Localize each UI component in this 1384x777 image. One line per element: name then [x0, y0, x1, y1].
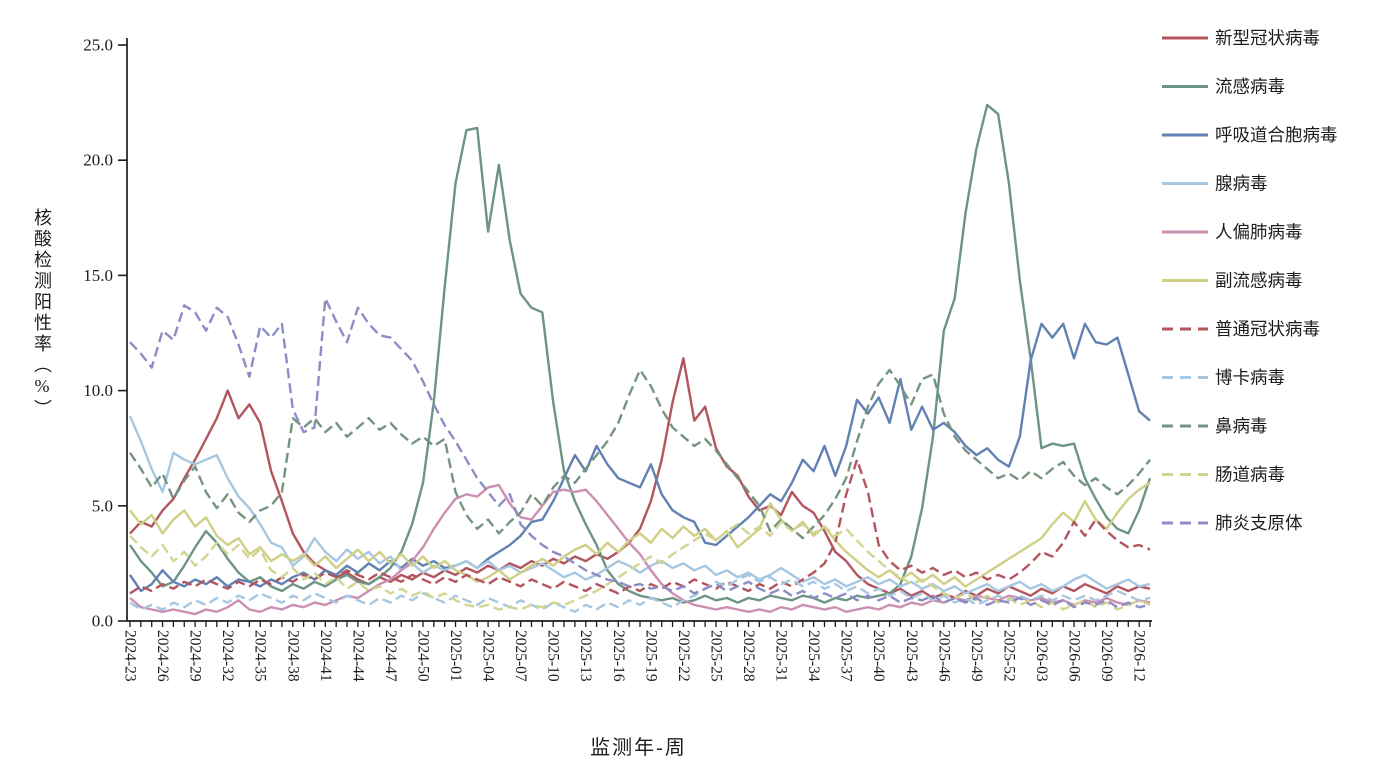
x-axis-title: 监测年-周: [590, 737, 687, 759]
x-tick-label: 2025-16: [610, 630, 627, 682]
legend-item-parainfluenza: 副流感病毒: [1162, 271, 1303, 291]
x-tick-label: 2024-29: [187, 630, 204, 682]
legend-label-rhinovirus: 鼻病毒: [1215, 416, 1268, 436]
legend-item-flu: 流感病毒: [1162, 77, 1285, 97]
x-tick-label: 2025-40: [870, 630, 887, 682]
series-lines: [128, 103, 1152, 616]
y-axis-ticks: 0.0 5.0 10.0 15.0 20.0 25.0: [83, 36, 127, 631]
legend-item-enterovirus: 肠道病毒: [1162, 465, 1285, 485]
legend-label-covid: 新型冠状病毒: [1215, 28, 1320, 48]
x-tick-label: 2024-44: [349, 630, 366, 682]
series-line-mycoplasma: [129, 297, 1151, 609]
y-tick-label: 15.0: [83, 266, 113, 285]
legend-item-rsv: 呼吸道合胞病毒: [1162, 125, 1338, 145]
x-tick-label: 2024-23: [122, 630, 139, 682]
legend-item-adenovirus: 腺病毒: [1162, 174, 1268, 194]
legend-item-mycoplasma: 肺炎支原体: [1162, 513, 1303, 533]
x-tick-label: 2025-52: [1000, 630, 1017, 682]
x-tick-label: 2024-41: [317, 630, 334, 682]
legend-label-hmpv: 人偏肺病毒: [1215, 222, 1303, 242]
x-tick-label: 2025-22: [675, 630, 692, 682]
series-line-common-coronavirus: [129, 458, 1151, 595]
x-tick-label: 2026-09: [1098, 630, 1115, 682]
x-tick-label: 2026-12: [1131, 630, 1148, 682]
x-tick-label: 2025-49: [968, 630, 985, 682]
legend-label-parainfluenza: 副流感病毒: [1215, 271, 1303, 291]
legend-label-adenovirus: 腺病毒: [1215, 174, 1268, 194]
x-tick-label: 2025-37: [838, 630, 855, 682]
y-tick-label: 25.0: [83, 36, 113, 55]
x-tick-label: 2025-04: [480, 630, 497, 682]
legend-item-hmpv: 人偏肺病毒: [1162, 222, 1303, 242]
legend-label-mycoplasma: 肺炎支原体: [1215, 513, 1303, 533]
x-tick-label: 2024-35: [252, 630, 269, 682]
series-line-bocavirus: [129, 573, 1151, 613]
x-axis-ticks: 2024-23 2024-26 2024-29 2024-32 2024-35 2024-…: [122, 621, 1151, 682]
y-tick-label: 5.0: [92, 496, 113, 515]
y-tick-label: 10.0: [83, 381, 113, 400]
x-tick-label: 2026-06: [1066, 630, 1083, 682]
x-tick-label: 2024-47: [382, 630, 399, 682]
x-tick-label: 2025-13: [577, 630, 594, 682]
series-line-adenovirus: [128, 415, 1151, 595]
x-tick-label: 2024-50: [414, 630, 431, 682]
x-tick-label: 2025-07: [512, 630, 529, 682]
x-tick-label: 2025-25: [707, 630, 724, 682]
legend-item-covid: 新型冠状病毒: [1162, 28, 1320, 48]
y-axis-title: 核酸检测阳性率（%）: [32, 208, 52, 420]
x-tick-label: 2025-43: [903, 630, 920, 682]
x-tick-label: 2025-31: [773, 630, 790, 682]
y-tick-label: 0.0: [92, 612, 113, 631]
x-tick-label: 2025-28: [740, 630, 757, 682]
x-tick-label: 2024-32: [219, 630, 236, 682]
x-tick-label: 2025-19: [642, 630, 659, 682]
legend-item-bocavirus: 博卡病毒: [1162, 368, 1285, 388]
legend-item-rhinovirus: 鼻病毒: [1162, 416, 1268, 436]
legend-label-flu: 流感病毒: [1215, 77, 1285, 97]
x-tick-label: 2024-38: [284, 630, 301, 682]
series-line-rsv: [129, 322, 1151, 593]
x-tick-label: 2025-46: [935, 630, 952, 682]
series-line-rhinovirus: [129, 368, 1151, 540]
x-tick-label: 2025-01: [447, 630, 464, 682]
x-tick-label: 2025-10: [545, 630, 562, 682]
series-line-covid: [129, 357, 1151, 600]
series-line-parainfluenza: [129, 481, 1151, 588]
legend: 新型冠状病毒流感病毒呼吸道合胞病毒腺病毒人偏肺病毒副流感病毒普通冠状病毒博卡病毒…: [1162, 28, 1338, 533]
series-line-flu: [129, 103, 1152, 604]
legend-label-common-coronavirus: 普通冠状病毒: [1215, 319, 1320, 339]
y-tick-label: 20.0: [83, 151, 113, 170]
x-tick-label: 2025-34: [805, 630, 822, 682]
legend-label-bocavirus: 博卡病毒: [1215, 368, 1285, 388]
x-tick-label: 2026-03: [1033, 630, 1050, 682]
x-tick-label: 2024-26: [154, 630, 171, 682]
legend-label-enterovirus: 肠道病毒: [1215, 465, 1285, 485]
legend-item-common-coronavirus: 普通冠状病毒: [1162, 319, 1320, 339]
series-line-hmpv: [129, 483, 1151, 616]
legend-label-rsv: 呼吸道合胞病毒: [1215, 125, 1338, 145]
